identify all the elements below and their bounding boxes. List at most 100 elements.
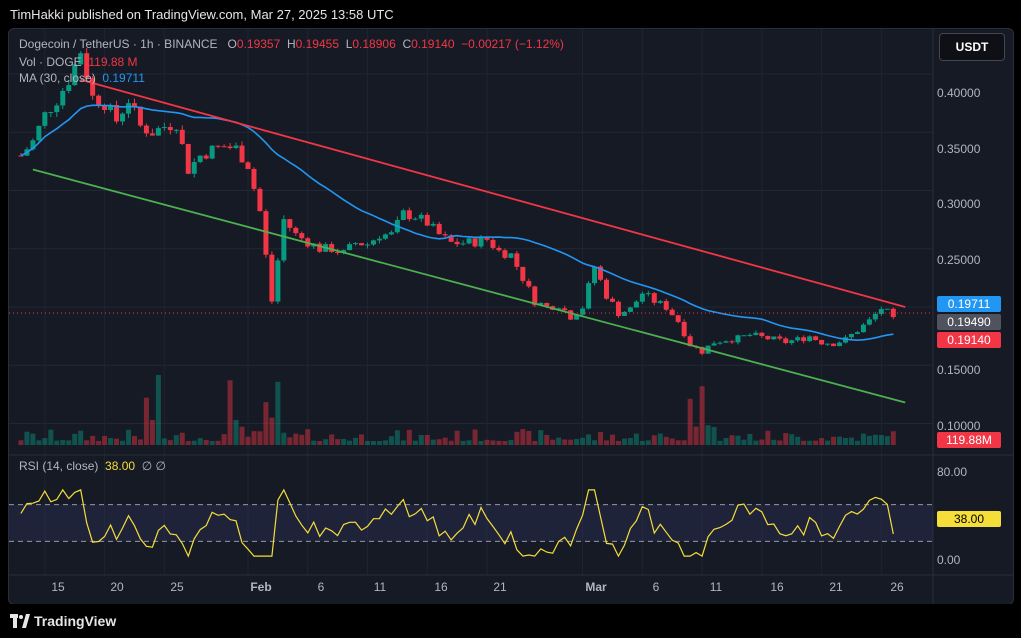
candle-body bbox=[48, 112, 54, 114]
volume-bar bbox=[825, 440, 831, 445]
volume-bar bbox=[645, 440, 651, 445]
candle-body bbox=[472, 238, 478, 247]
volume-bar bbox=[78, 430, 84, 445]
candle-body bbox=[191, 162, 197, 174]
candle-body bbox=[717, 342, 723, 344]
volume-bar bbox=[173, 435, 179, 445]
candle-body bbox=[347, 244, 353, 251]
footer: TradingView bbox=[0, 604, 1021, 638]
candle-body bbox=[72, 64, 78, 86]
candle-body bbox=[227, 146, 233, 149]
candle-body bbox=[400, 210, 406, 220]
volume-bar bbox=[687, 398, 693, 445]
volume-bar bbox=[490, 440, 496, 445]
volume-bar bbox=[508, 439, 514, 445]
symbol-label[interactable]: Dogecoin / TetherUS · 1h · BINANCE bbox=[19, 37, 218, 51]
volume-bar bbox=[323, 439, 329, 445]
candle-body bbox=[418, 214, 424, 219]
rsi-value: 38.00 bbox=[105, 459, 136, 473]
candle-body bbox=[436, 223, 442, 235]
volume-bar bbox=[771, 439, 777, 445]
crosshair-price-label: 0.19490 bbox=[937, 314, 1001, 330]
volume-bar bbox=[412, 440, 418, 445]
volume-bar bbox=[795, 436, 801, 445]
x-tick-label: 15 bbox=[51, 580, 65, 594]
candle-body bbox=[801, 337, 807, 342]
candle-body bbox=[687, 336, 693, 347]
close-value: 0.19140 bbox=[411, 37, 455, 51]
volume-bar bbox=[598, 432, 604, 445]
volume-bar bbox=[675, 440, 681, 445]
volume-bar bbox=[72, 433, 78, 445]
volume-bar bbox=[843, 437, 848, 445]
candle-body bbox=[359, 243, 365, 246]
rsi-legend[interactable]: RSI (14, close) 38.00 ∅ ∅ bbox=[19, 459, 166, 473]
ma-price-label: 0.19711 bbox=[937, 296, 1001, 312]
volume-bar bbox=[221, 434, 227, 445]
ma-legend[interactable]: MA (30, close) 0.19711 bbox=[19, 71, 145, 85]
volume-legend[interactable]: Vol · DOGE 119.88 M bbox=[19, 55, 138, 69]
candle-body bbox=[335, 251, 341, 254]
volume-bar bbox=[137, 439, 143, 445]
volume-bar bbox=[108, 438, 114, 445]
volume-bar bbox=[759, 439, 765, 445]
candle-body bbox=[604, 279, 609, 299]
volume-bar bbox=[215, 440, 221, 445]
candle-body bbox=[221, 146, 227, 148]
brand-name[interactable]: TradingView bbox=[34, 613, 117, 629]
ma-value: 0.19711 bbox=[102, 71, 145, 85]
candle-body bbox=[860, 324, 866, 333]
resistance-trendline bbox=[80, 78, 906, 308]
candle-body bbox=[42, 112, 48, 126]
candle-body bbox=[460, 243, 466, 245]
support-trendline bbox=[32, 168, 906, 404]
chart-canvas[interactable] bbox=[9, 29, 1013, 604]
volume-bar bbox=[753, 440, 759, 445]
volume-bar bbox=[669, 438, 675, 445]
volume-bar bbox=[84, 440, 90, 445]
ma-label: MA (30, close) bbox=[19, 71, 96, 85]
volume-bar bbox=[639, 440, 645, 445]
candle-body bbox=[167, 127, 173, 131]
candle-body bbox=[365, 244, 370, 246]
candle-body bbox=[765, 336, 771, 340]
x-tick-label: 21 bbox=[493, 580, 507, 594]
volume-bar bbox=[329, 434, 335, 445]
rsi-line bbox=[20, 488, 894, 558]
candle-body bbox=[257, 188, 263, 212]
candle-body bbox=[574, 314, 580, 320]
candle-body bbox=[645, 293, 651, 295]
y-tick-label: 0.40000 bbox=[937, 86, 981, 100]
candle-body bbox=[126, 103, 131, 114]
rsi-tick-label: 0.00 bbox=[937, 553, 961, 567]
candle-body bbox=[699, 346, 705, 354]
volume-bar bbox=[520, 429, 526, 445]
y-tick-label: 0.10000 bbox=[937, 419, 981, 433]
candle-body bbox=[633, 301, 639, 308]
volume-bar bbox=[161, 438, 167, 445]
candle-body bbox=[149, 133, 155, 136]
volume-bar bbox=[496, 440, 502, 445]
volume-value: 119.88 M bbox=[88, 55, 138, 69]
candle-body bbox=[370, 240, 376, 245]
candle-body bbox=[508, 253, 514, 258]
candle-body bbox=[382, 234, 388, 239]
currency-button[interactable]: USDT bbox=[939, 33, 1005, 61]
volume-bar bbox=[872, 434, 878, 445]
tradingview-logo-icon[interactable] bbox=[10, 614, 30, 628]
volume-bar bbox=[604, 440, 609, 445]
candle-body bbox=[18, 155, 24, 157]
volume-bar bbox=[848, 437, 854, 445]
volume-bar bbox=[735, 435, 741, 445]
candle-body bbox=[526, 280, 532, 287]
volume-bar bbox=[185, 440, 191, 445]
volume-bar bbox=[317, 440, 323, 445]
volume-bar bbox=[263, 402, 269, 445]
volume-bar bbox=[394, 430, 400, 445]
candle-body bbox=[412, 218, 418, 220]
volume-bar bbox=[66, 440, 72, 445]
chart-frame[interactable]: Dogecoin / TetherUS · 1h · BINANCE O0.19… bbox=[8, 28, 1014, 605]
candle-body bbox=[532, 286, 538, 306]
volume-bar bbox=[568, 439, 574, 445]
candle-body bbox=[514, 253, 520, 267]
